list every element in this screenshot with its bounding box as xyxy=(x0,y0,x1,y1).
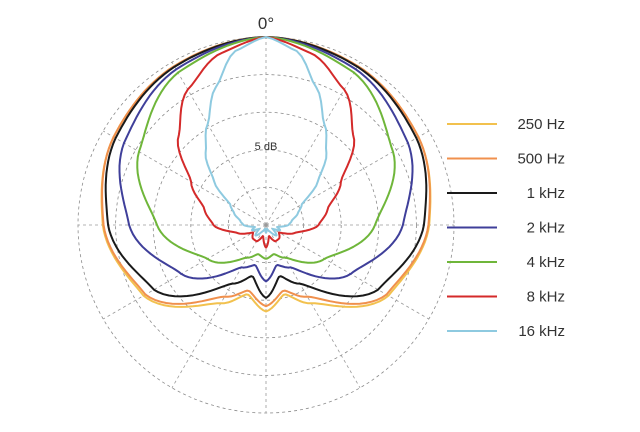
grid-spoke xyxy=(171,224,267,389)
legend-label: 8 kHz xyxy=(527,289,565,306)
grid-spoke xyxy=(102,224,267,320)
series-curve-2-khz xyxy=(118,36,414,283)
grid-spoke xyxy=(265,61,361,226)
grid-spoke xyxy=(265,130,430,226)
legend-label: 500 Hz xyxy=(517,151,565,168)
legend-label: 16 kHz xyxy=(518,323,565,340)
grid-spoke xyxy=(171,61,267,226)
grid-ring xyxy=(190,149,342,301)
series-curve-8-khz xyxy=(176,36,356,249)
legend: 250 Hz 500 Hz 1 kHz 2 kHz 4 kHz 8 kHz 16 kHz xyxy=(447,116,565,340)
legend-label: 1 kHz xyxy=(527,185,565,202)
polar-grid xyxy=(77,36,455,414)
legend-label: 4 kHz xyxy=(527,254,565,271)
series-curve-4-khz xyxy=(136,36,396,264)
grid-spoke xyxy=(265,224,361,389)
grid-spoke xyxy=(102,130,267,226)
legend-label: 2 kHz xyxy=(527,220,565,237)
angle-tick-label: 0° xyxy=(258,14,274,33)
grid-spoke xyxy=(265,224,430,320)
polar-curves xyxy=(100,36,432,313)
legend-label: 250 Hz xyxy=(517,116,565,133)
series-curve-16-khz xyxy=(204,36,328,237)
grid-ring xyxy=(152,111,380,339)
series-curve-1-khz xyxy=(104,36,428,299)
series-curve-500-hz xyxy=(101,36,431,308)
ring-db-label: 5 dB xyxy=(255,141,278,153)
